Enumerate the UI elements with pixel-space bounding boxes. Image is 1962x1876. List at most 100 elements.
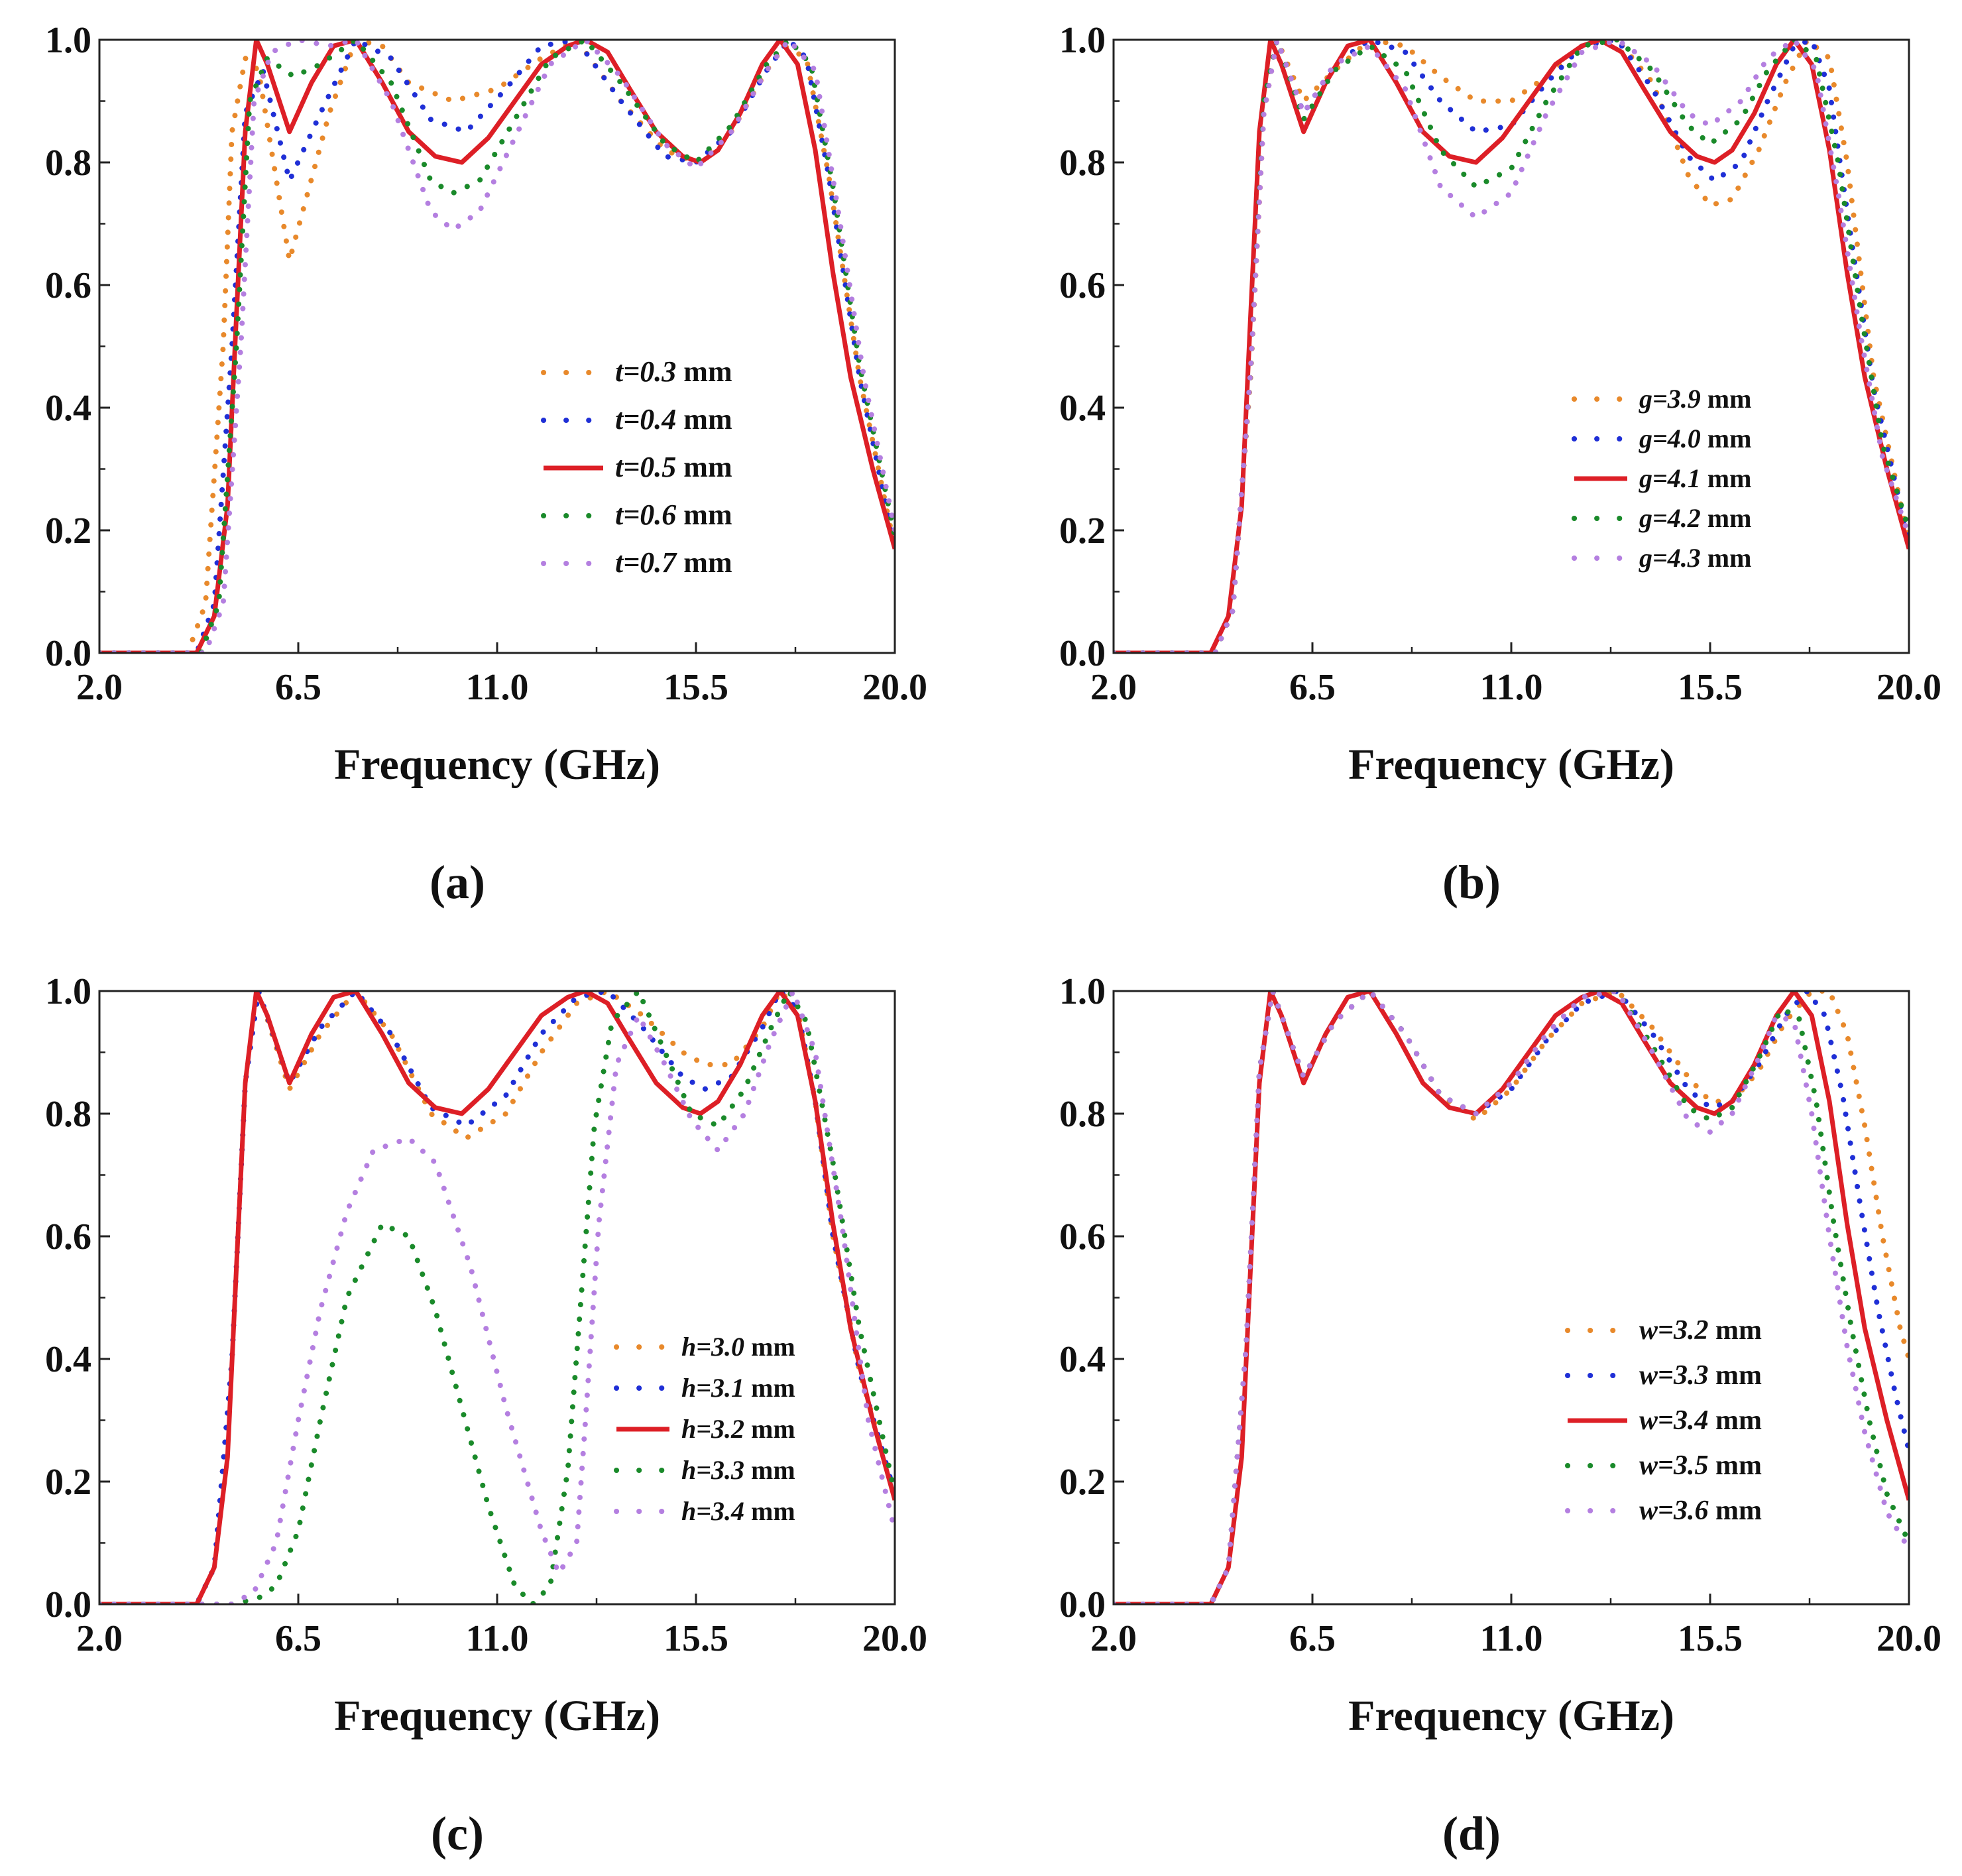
y-tick-label: 0.8 bbox=[45, 1094, 91, 1135]
y-tick-label: 0.0 bbox=[45, 1584, 91, 1625]
legend-item-g-4-3: g=4.3 mm bbox=[1572, 543, 1751, 573]
x-tick-label: 11.0 bbox=[1480, 1618, 1543, 1659]
legend-item-h-3-4: h=3.4 mm bbox=[614, 1496, 795, 1526]
legend-label: h=3.0 mm bbox=[681, 1332, 795, 1362]
y-tick-label: 0.4 bbox=[1059, 388, 1106, 429]
series-line-t-0-5 bbox=[99, 40, 895, 653]
y-tick-label: 0.0 bbox=[1059, 1584, 1106, 1625]
legend-item-w-3-4: w=3.4 mm bbox=[1568, 1405, 1762, 1436]
y-tick-label: 0.4 bbox=[1059, 1339, 1106, 1380]
legend-label: w=3.3 mm bbox=[1639, 1360, 1762, 1391]
y-tick-label: 1.0 bbox=[1059, 20, 1106, 61]
series-line-h-3-4 bbox=[99, 991, 895, 1604]
legend-item-g-4-0: g=4.0 mm bbox=[1572, 424, 1751, 453]
panel-label: (b) bbox=[1442, 856, 1501, 909]
y-tick-label: 0.6 bbox=[45, 265, 91, 306]
series-group bbox=[1114, 991, 1909, 1604]
legend-label: h=3.3 mm bbox=[681, 1455, 795, 1485]
x-tick-label: 6.5 bbox=[275, 1618, 321, 1659]
legend-item-h-3-2: h=3.2 mm bbox=[616, 1414, 795, 1444]
legend-item-t-0-7: t=0.7 mm bbox=[541, 546, 732, 579]
chart-panel-3: 2.0 6.5 11.0 15.5 20.0 0.0 0.2 0.4 0.6 0.8 1.0 h=3.… bbox=[45, 971, 927, 1860]
series-line-h-3-1 bbox=[99, 991, 895, 1604]
series-line-g-4-1 bbox=[1114, 40, 1909, 653]
x-tick-label: 11.0 bbox=[466, 667, 529, 708]
y-tick-label: 0.4 bbox=[45, 388, 91, 429]
chart-panel-2: 2.0 6.5 11.0 15.5 20.0 0.0 0.2 0.4 0.6 0.8 1.0 g=3.… bbox=[1059, 20, 1941, 909]
legend-item-w-3-2: w=3.2 mm bbox=[1565, 1315, 1762, 1346]
legend-item-w-3-3: w=3.3 mm bbox=[1565, 1360, 1762, 1391]
y-tick-label: 0.0 bbox=[45, 633, 91, 674]
series-group bbox=[99, 991, 895, 1604]
chart-panel-4: 2.0 6.5 11.0 15.5 20.0 0.0 0.2 0.4 0.6 0.8 1.0 w=3.… bbox=[1059, 971, 1941, 1860]
panel-label: (c) bbox=[431, 1807, 484, 1860]
x-tick-label: 15.5 bbox=[1678, 667, 1743, 708]
x-tick-label: 15.5 bbox=[1678, 1618, 1743, 1659]
series-line-g-4-2 bbox=[1114, 40, 1909, 653]
legend-label: t=0.6 mm bbox=[615, 498, 732, 531]
y-tick-label: 0.0 bbox=[1059, 633, 1106, 674]
series-line-w-3-6 bbox=[1114, 991, 1909, 1604]
x-tick-label: 11.0 bbox=[1480, 667, 1543, 708]
legend-label: t=0.5 mm bbox=[615, 451, 732, 483]
panel-label: (d) bbox=[1442, 1807, 1501, 1860]
x-tick-label: 20.0 bbox=[862, 667, 927, 708]
legend-label: w=3.6 mm bbox=[1639, 1495, 1762, 1526]
x-axis-title: Frequency (GHz) bbox=[1348, 740, 1674, 789]
y-tick-label: 0.6 bbox=[45, 1216, 91, 1258]
series-line-g-4-0 bbox=[1114, 40, 1909, 653]
legend-label: g=4.0 mm bbox=[1639, 424, 1751, 453]
legend-label: h=3.1 mm bbox=[681, 1373, 795, 1403]
x-tick-label: 6.5 bbox=[275, 667, 321, 708]
legend-item-t-0-3: t=0.3 mm bbox=[541, 355, 732, 388]
series-group bbox=[99, 40, 895, 653]
series-line-t-0-3 bbox=[99, 40, 895, 653]
chart-panel-1: 2.0 6.5 11.0 15.5 20.0 0.0 0.2 0.4 0.6 0.8 1.0 t=0.… bbox=[45, 20, 927, 909]
y-tick-label: 0.2 bbox=[1059, 510, 1106, 552]
legend-item-w-3-5: w=3.5 mm bbox=[1565, 1450, 1762, 1481]
y-tick-label: 0.2 bbox=[45, 510, 91, 552]
plot-frame bbox=[98, 38, 896, 654]
legend-item-t-0-6: t=0.6 mm bbox=[541, 498, 732, 531]
y-tick-label: 0.8 bbox=[1059, 1094, 1106, 1135]
legend-label: h=3.4 mm bbox=[681, 1496, 795, 1526]
y-tick-label: 1.0 bbox=[1059, 971, 1106, 1012]
y-tick-label: 0.6 bbox=[1059, 1216, 1106, 1258]
series-line-h-3-2 bbox=[99, 991, 895, 1604]
x-tick-label: 15.5 bbox=[664, 667, 728, 708]
x-tick-label: 20.0 bbox=[862, 1618, 927, 1659]
x-axis-title: Frequency (GHz) bbox=[1348, 1692, 1674, 1740]
series-line-h-3-3 bbox=[99, 991, 895, 1604]
legend-item-g-4-2: g=4.2 mm bbox=[1572, 503, 1751, 533]
x-tick-label: 20.0 bbox=[1876, 1618, 1941, 1659]
x-axis-title: Frequency (GHz) bbox=[334, 1692, 660, 1740]
x-axis-title: Frequency (GHz) bbox=[334, 740, 660, 789]
legend-label: g=4.3 mm bbox=[1639, 543, 1751, 573]
legend-item-t-0-5: t=0.5 mm bbox=[544, 451, 732, 483]
series-line-w-3-4 bbox=[1114, 991, 1909, 1604]
x-tick-label: 2.0 bbox=[1090, 667, 1137, 708]
panel-label: (a) bbox=[430, 856, 485, 909]
legend-label: w=3.5 mm bbox=[1639, 1450, 1762, 1481]
x-tick-label: 2.0 bbox=[76, 1618, 123, 1659]
plot-frame bbox=[98, 990, 896, 1606]
y-tick-label: 0.4 bbox=[45, 1339, 91, 1380]
legend-item-w-3-6: w=3.6 mm bbox=[1565, 1495, 1762, 1526]
y-tick-label: 0.2 bbox=[45, 1462, 91, 1503]
series-line-h-3-0 bbox=[99, 991, 895, 1604]
x-tick-label: 6.5 bbox=[1289, 1618, 1336, 1659]
x-tick-label: 6.5 bbox=[1289, 667, 1336, 708]
legend-label: g=4.2 mm bbox=[1639, 503, 1751, 533]
legend-label: t=0.3 mm bbox=[615, 355, 732, 388]
x-tick-label: 2.0 bbox=[1090, 1618, 1137, 1659]
legend-item-h-3-1: h=3.1 mm bbox=[614, 1373, 795, 1403]
legend-label: t=0.7 mm bbox=[615, 546, 732, 579]
legend: g=3.9 mm g=4.0 mm g=4.1 mm g=4.2 mm g=4.3 mm bbox=[1572, 384, 1751, 573]
legend: h=3.0 mm h=3.1 mm h=3.2 mm h=3.3 mm h=3.4 mm bbox=[614, 1332, 795, 1526]
legend-label: t=0.4 mm bbox=[615, 403, 732, 436]
y-tick-label: 0.2 bbox=[1059, 1462, 1106, 1503]
legend-item-h-3-0: h=3.0 mm bbox=[614, 1332, 795, 1362]
legend-label: w=3.4 mm bbox=[1639, 1405, 1762, 1436]
y-tick-label: 0.8 bbox=[45, 143, 91, 184]
